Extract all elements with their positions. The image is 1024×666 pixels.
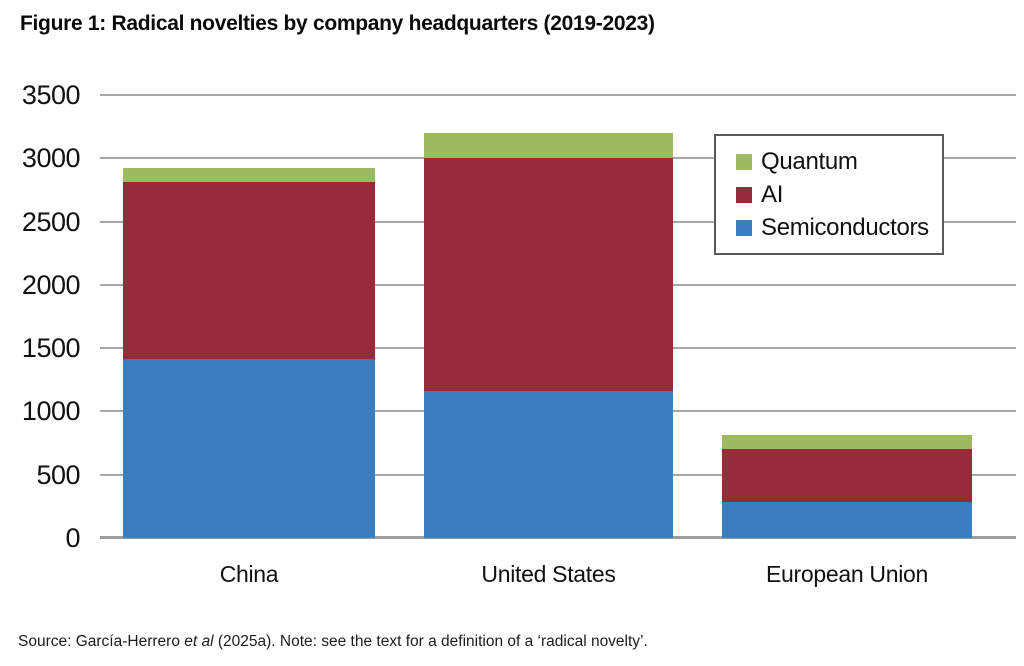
bar-segment-china-quantum — [123, 167, 375, 183]
source-note: Source: García-Herrero et al (2025a). No… — [18, 633, 648, 651]
legend-swatch-ai-icon — [736, 186, 752, 203]
legend-label-quantum: Quantum — [761, 147, 858, 175]
legend-label-semiconductors: Semiconductors — [761, 213, 929, 241]
y-tick-label-2000: 2000 — [21, 269, 81, 300]
bar-united-states — [424, 132, 673, 538]
source-text: Source: García-Herrero — [18, 633, 185, 650]
legend-item-semiconductors: Semiconductors — [736, 211, 936, 244]
bar-segment-european-union-semiconductors — [722, 501, 972, 538]
bar-segment-european-union-quantum — [722, 434, 972, 450]
bar-segment-china-ai — [123, 182, 375, 359]
y-tick-label-0: 0 — [65, 523, 80, 553]
legend-label-ai: AI — [761, 180, 784, 208]
y-tick-label-1500: 1500 — [21, 333, 81, 364]
x-tick-label-european-union: European Union — [765, 561, 929, 587]
y-tick-label-3000: 3000 — [21, 143, 81, 174]
source-text-2: (2025a). Note: see the text for a defini… — [213, 633, 648, 650]
bar-segment-united-states-semiconductors — [424, 390, 673, 538]
y-tick-label-3500: 3500 — [21, 80, 81, 110]
source-et-al: et al — [184, 633, 214, 650]
bar-china — [123, 167, 375, 538]
x-tick-label-china: China — [219, 561, 279, 587]
legend-swatch-quantum-icon — [736, 153, 752, 170]
legend: Quantum AI Semiconductors — [714, 134, 944, 255]
bar-segment-united-states-quantum — [424, 132, 673, 159]
figure-title: Figure 1: Radical novelties by company h… — [20, 12, 655, 35]
plot-area: Quantum AI Semiconductors — [100, 94, 1016, 539]
y-tick-label-500: 500 — [36, 459, 80, 490]
bar-segment-united-states-ai — [424, 158, 673, 391]
y-tick-label-2500: 2500 — [21, 206, 81, 237]
bar-segment-china-semiconductors — [123, 358, 375, 538]
y-tick-label-1000: 1000 — [21, 396, 81, 427]
bar-segment-european-union-ai — [722, 449, 972, 502]
legend-swatch-semiconductors-icon — [736, 219, 752, 236]
bar-european-union — [722, 434, 972, 538]
legend-item-ai: AI — [736, 178, 936, 211]
legend-item-quantum: Quantum — [736, 145, 936, 178]
x-tick-label-united-states: United States — [481, 561, 616, 587]
gridline-3500 — [100, 94, 1016, 96]
